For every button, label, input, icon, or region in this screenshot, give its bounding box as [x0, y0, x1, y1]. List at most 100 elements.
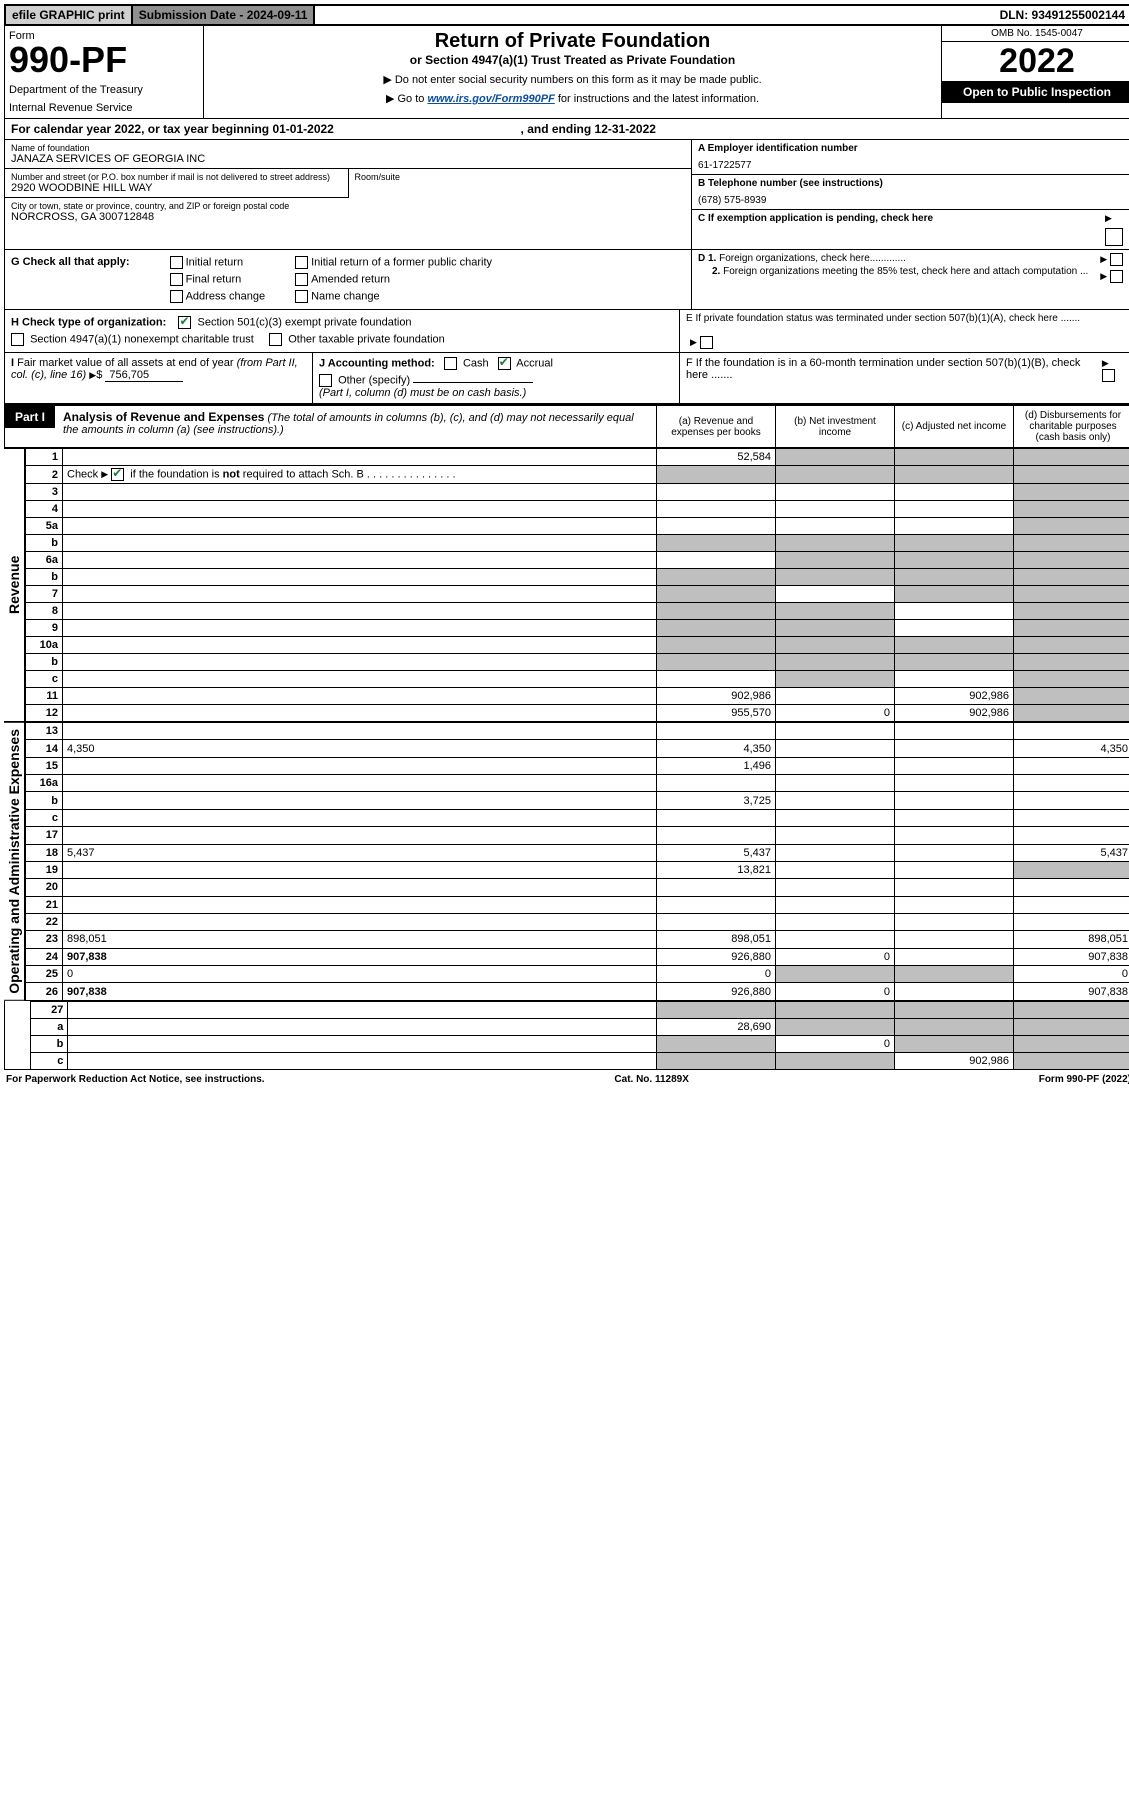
col-a-val [657, 603, 776, 620]
row-num: 19 [26, 861, 63, 878]
row-desc [63, 688, 657, 705]
foundation-name: JANAZA SERVICES OF GEORGIA INC [11, 153, 685, 165]
col-b-val [776, 757, 895, 774]
g-opt-name[interactable]: Name change [295, 290, 492, 303]
h-other-checkbox[interactable] [269, 333, 282, 346]
col-b-val [776, 723, 895, 740]
col-c-val [895, 466, 1014, 484]
row-desc [63, 809, 657, 826]
col-d-val: 5,437 [1014, 844, 1129, 861]
col-c-val [895, 518, 1014, 535]
g-opt-initial[interactable]: Initial return [170, 256, 266, 269]
col-d-val [1014, 705, 1129, 722]
row-num: a [31, 1018, 68, 1035]
col-c-val [895, 569, 1014, 586]
row-num: 20 [26, 879, 63, 896]
col-b-val [776, 913, 895, 930]
j-other-checkbox[interactable] [319, 374, 332, 387]
j-cash-checkbox[interactable] [444, 357, 457, 370]
table-row: b [26, 654, 1129, 671]
col-b-val [776, 688, 895, 705]
col-c-val [895, 484, 1014, 501]
col-d-val: 907,838 [1014, 983, 1129, 1000]
col-b-val [776, 501, 895, 518]
col-d-val [1014, 620, 1129, 637]
col-d-val [1014, 466, 1129, 484]
col-a-val [657, 501, 776, 518]
col-a-val: 955,570 [657, 705, 776, 722]
col-c-val [895, 1001, 1014, 1018]
col-d-val [1014, 569, 1129, 586]
table-row: 8 [26, 603, 1129, 620]
col-c-val: 902,986 [895, 688, 1014, 705]
g-opt-initial-charity[interactable]: Initial return of a former public charit… [295, 256, 492, 269]
col-d-val [1014, 552, 1129, 569]
h-4947-checkbox[interactable] [11, 333, 24, 346]
form-header: Form 990-PF Department of the Treasury I… [4, 26, 1129, 119]
table-row: b [26, 535, 1129, 552]
row-desc [63, 449, 657, 466]
efile-label[interactable]: efile GRAPHIC print [6, 6, 133, 24]
col-a-val: 3,725 [657, 792, 776, 809]
ein-cell: A Employer identification number 61-1722… [692, 140, 1129, 175]
table-row: 16a [26, 775, 1129, 792]
col-b-val: 0 [776, 705, 895, 722]
col-c-val [895, 501, 1014, 518]
col-c-val [895, 966, 1014, 983]
h-label: H Check type of organization: [11, 316, 166, 328]
instr-2: ▶ Go to www.irs.gov/Form990PF for instru… [208, 92, 937, 105]
row-desc [63, 723, 657, 740]
f-checkbox[interactable] [1102, 369, 1115, 382]
arrow-icon [1105, 213, 1126, 224]
d2-checkbox[interactable] [1110, 270, 1123, 283]
col-b-val [776, 603, 895, 620]
col-b-val [776, 449, 895, 466]
j-accrual-checkbox[interactable] [498, 357, 511, 370]
g-opt-final[interactable]: Final return [170, 273, 266, 286]
bottom-section: 27a28,690b0c902,986 [4, 1001, 1129, 1070]
e-checkbox[interactable] [700, 336, 713, 349]
col-a-val [657, 1001, 776, 1018]
row-desc [63, 552, 657, 569]
col-a-val: 52,584 [657, 449, 776, 466]
table-row: 24907,838926,8800907,838 [26, 948, 1129, 965]
f-section: F If the foundation is in a 60-month ter… [679, 353, 1129, 403]
calyear-pre: For calendar year 2022, or tax year begi… [11, 122, 272, 136]
col-a-val: 28,690 [657, 1018, 776, 1035]
col-a-val [657, 723, 776, 740]
g-opt-amended[interactable]: Amended return [295, 273, 492, 286]
g-opt-address[interactable]: Address change [170, 290, 266, 303]
irs: Internal Revenue Service [9, 102, 199, 114]
row-desc [63, 654, 657, 671]
col-a-val [657, 620, 776, 637]
d1-checkbox[interactable] [1110, 253, 1123, 266]
irs-link[interactable]: www.irs.gov/Form990PF [427, 93, 554, 105]
col-d-val [1014, 827, 1129, 844]
table-row: 11902,986902,986 [26, 688, 1129, 705]
row-num: 24 [26, 948, 63, 965]
c-checkbox[interactable] [1105, 228, 1123, 246]
col-b: (b) Net investment income [775, 406, 894, 447]
row-num: 3 [26, 484, 63, 501]
col-d-val [1014, 688, 1129, 705]
page-footer: For Paperwork Reduction Act Notice, see … [4, 1070, 1129, 1089]
row-desc [63, 792, 657, 809]
h-501c3-checkbox[interactable] [178, 316, 191, 329]
col-a-val [657, 1035, 776, 1052]
col-c-val [895, 654, 1014, 671]
col-b-val [776, 466, 895, 484]
col-b-val [776, 740, 895, 757]
col-c-val [895, 809, 1014, 826]
d2-label: 2. Foreign organizations meeting the 85%… [712, 266, 1088, 277]
row-desc [68, 1018, 657, 1035]
col-d-val [1014, 1018, 1129, 1035]
col-d-val [1014, 449, 1129, 466]
col-c-val [895, 1035, 1014, 1052]
col-a-val: 926,880 [657, 948, 776, 965]
col-a-val: 898,051 [657, 931, 776, 948]
col-c-val [895, 1018, 1014, 1035]
row-desc: 898,051 [63, 931, 657, 948]
row-desc [63, 861, 657, 878]
col-c-val [895, 535, 1014, 552]
col-b-val [776, 861, 895, 878]
